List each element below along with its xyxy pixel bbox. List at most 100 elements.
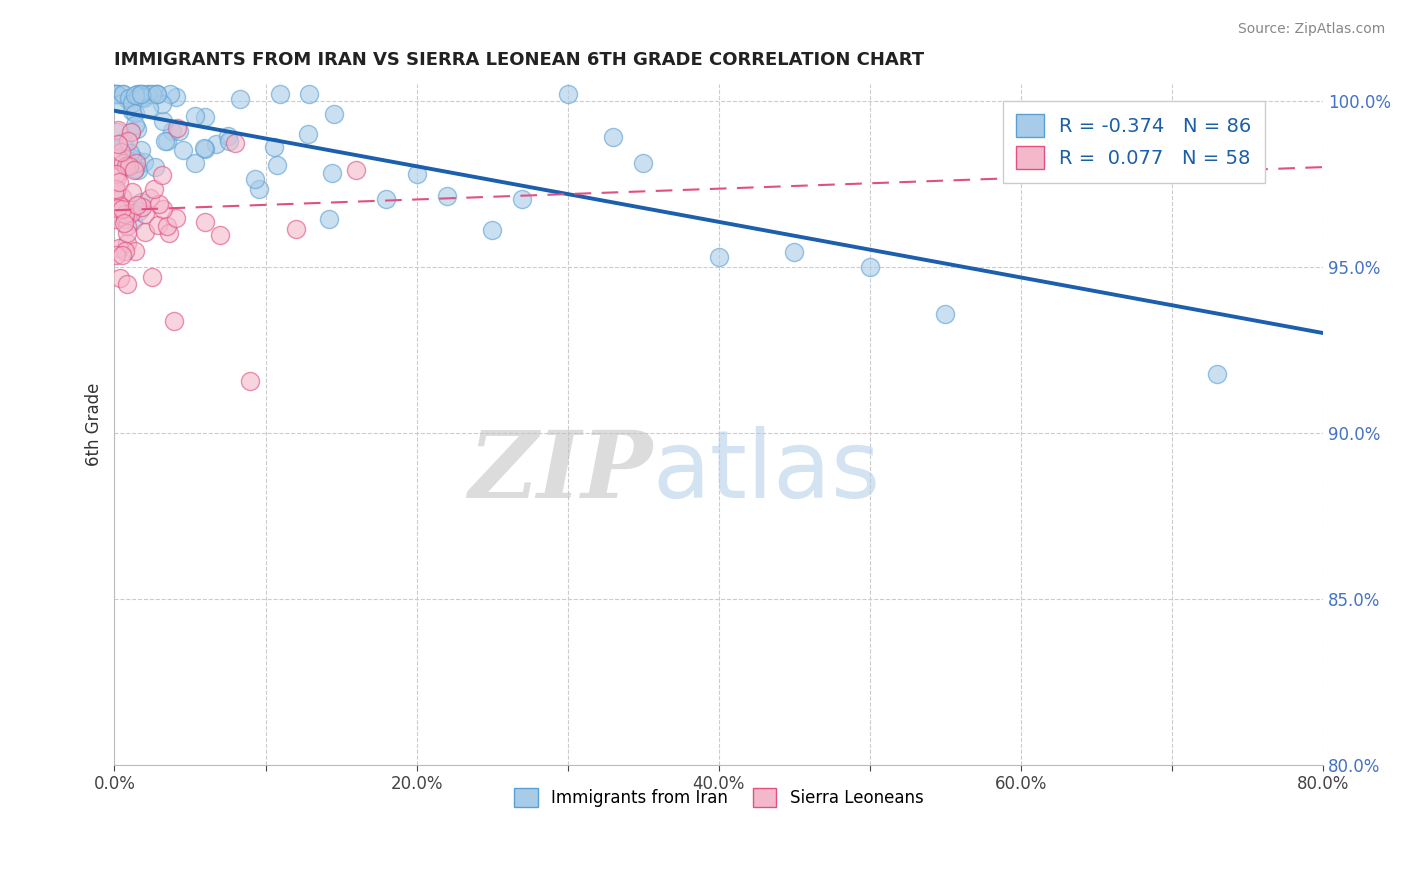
Point	[128, 203, 150, 218]
Point	[512, 192, 534, 206]
Point	[160, 124, 183, 138]
Point	[114, 244, 136, 258]
Point	[166, 120, 188, 135]
Point	[194, 142, 217, 156]
Point	[127, 88, 149, 103]
Point	[121, 214, 143, 228]
Point	[298, 87, 321, 101]
Point	[557, 87, 579, 101]
Point	[481, 223, 503, 237]
Point	[159, 87, 181, 101]
Point	[108, 96, 131, 111]
Point	[124, 161, 146, 176]
Point	[107, 123, 129, 137]
Point	[107, 151, 129, 165]
Point	[127, 163, 149, 178]
Point	[111, 189, 134, 203]
Point	[934, 307, 956, 321]
Point	[118, 159, 141, 173]
Point	[783, 244, 806, 259]
Point	[134, 226, 156, 240]
Point	[209, 228, 232, 243]
Point	[184, 109, 207, 123]
Point	[184, 155, 207, 169]
Point	[436, 189, 458, 203]
Point	[124, 87, 146, 102]
Point	[172, 143, 194, 157]
Point	[193, 141, 215, 155]
Point	[707, 250, 730, 264]
Point	[118, 145, 141, 160]
Point	[321, 166, 343, 180]
Point	[114, 211, 136, 226]
Point	[142, 182, 165, 196]
Point	[224, 136, 246, 150]
Point	[152, 202, 174, 216]
Point	[112, 135, 135, 149]
Point	[266, 158, 288, 172]
Point	[114, 207, 136, 221]
Point	[111, 202, 134, 216]
Point	[152, 114, 174, 128]
Point	[405, 167, 427, 181]
Point	[131, 87, 153, 101]
Point	[125, 153, 148, 167]
Point	[127, 121, 149, 136]
Point	[263, 140, 285, 154]
Point	[104, 248, 127, 262]
Point	[105, 125, 128, 139]
Point	[156, 219, 179, 233]
Point	[134, 91, 156, 105]
Point	[322, 107, 344, 121]
Point	[111, 155, 134, 169]
Point	[117, 134, 139, 148]
Point	[120, 125, 142, 139]
Point	[318, 212, 340, 227]
Point	[155, 134, 177, 148]
Point	[375, 192, 398, 206]
Point	[134, 207, 156, 221]
Point	[110, 199, 132, 213]
Point	[107, 87, 129, 101]
Point	[110, 247, 132, 261]
Point	[138, 101, 160, 115]
Point	[104, 182, 127, 196]
Point	[115, 226, 138, 240]
Point	[297, 128, 319, 142]
Text: Source: ZipAtlas.com: Source: ZipAtlas.com	[1237, 22, 1385, 37]
Point	[104, 212, 127, 227]
Point	[112, 87, 135, 101]
Point	[602, 130, 624, 145]
Point	[131, 89, 153, 103]
Point	[105, 202, 128, 216]
Point	[117, 92, 139, 106]
Point	[148, 197, 170, 211]
Point	[115, 153, 138, 167]
Point	[167, 124, 190, 138]
Point	[108, 175, 131, 189]
Point	[115, 235, 138, 250]
Point	[139, 191, 162, 205]
Point	[138, 87, 160, 101]
Point	[104, 87, 127, 101]
Point	[112, 216, 135, 230]
Point	[141, 270, 163, 285]
Point	[127, 198, 149, 212]
Point	[107, 242, 129, 256]
Point	[165, 90, 187, 104]
Point	[129, 87, 152, 101]
Text: ZIP: ZIP	[468, 427, 652, 517]
Point	[115, 277, 138, 292]
Point	[204, 137, 226, 152]
Point	[107, 136, 129, 151]
Point	[229, 92, 252, 106]
Point	[129, 87, 152, 101]
Point	[143, 160, 166, 174]
Point	[121, 95, 143, 110]
Point	[127, 87, 149, 101]
Point	[110, 145, 132, 160]
Point	[111, 136, 134, 150]
Point	[218, 134, 240, 148]
Point	[146, 87, 169, 101]
Point	[108, 270, 131, 285]
